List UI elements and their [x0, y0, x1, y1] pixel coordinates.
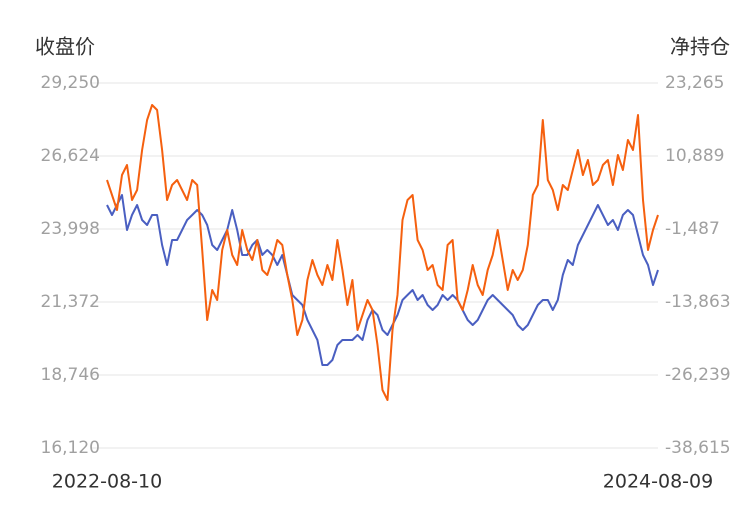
y-tick-label: 26,624 [41, 146, 100, 166]
y2-axis-label: 净持仓 [670, 35, 730, 59]
y-tick-label: 29,250 [41, 73, 100, 93]
series-line [106, 104, 659, 401]
y2-tick-label: -1,487 [665, 219, 720, 239]
y-tick-label: 23,998 [41, 219, 100, 239]
y-tick-label: 18,746 [41, 365, 100, 385]
y2-tick-label: 10,889 [665, 146, 724, 166]
series-line [106, 194, 659, 366]
y2-tick-label: -13,863 [665, 292, 731, 312]
y2-tick-label: 23,265 [665, 73, 724, 93]
y2-tick-label: -38,615 [665, 438, 731, 458]
y-tick-label: 21,372 [41, 292, 100, 312]
y-tick-label: 16,120 [41, 438, 100, 458]
y2-tick-label: -26,239 [665, 365, 731, 385]
y-axis-label: 收盘价 [35, 35, 95, 59]
x-tick-label: 2022-08-10 [52, 471, 162, 493]
x-tick-label: 2024-08-09 [603, 471, 713, 493]
